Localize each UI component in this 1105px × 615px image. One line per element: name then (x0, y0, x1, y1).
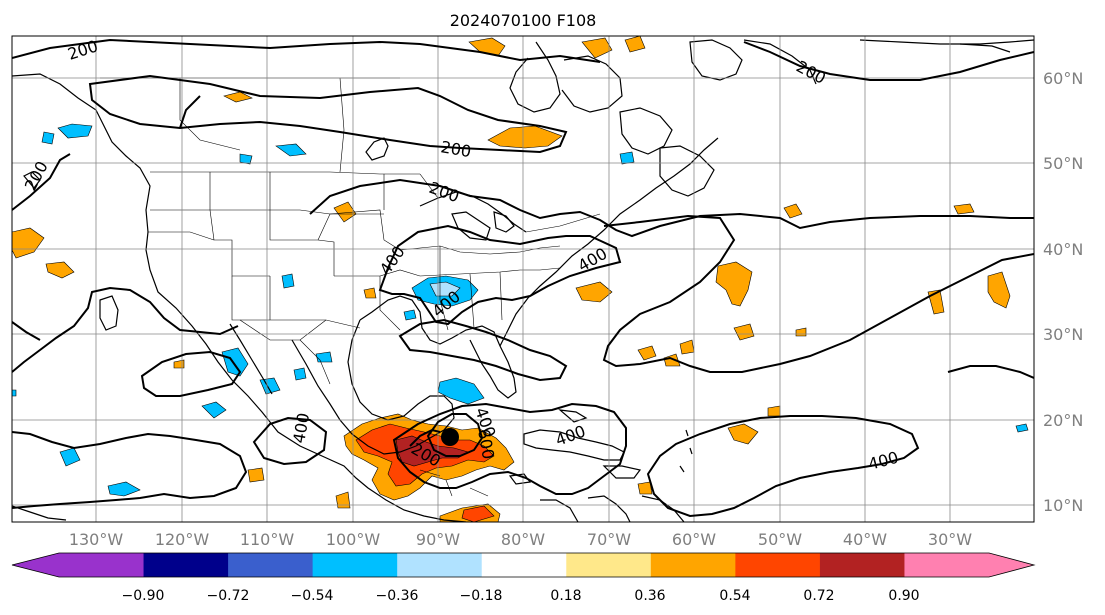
colorbar-bin (397, 553, 483, 577)
lon-label: 110°W (240, 530, 295, 549)
lon-label: 70°W (587, 530, 631, 549)
colorbar-tick-label: −0.72 (207, 588, 250, 604)
colorbar-outline (11, 552, 1036, 578)
lon-label: 30°W (928, 530, 972, 549)
longitude-labels: 130°W 120°W 110°W 100°W 90°W 80°W 70°W 6… (69, 530, 972, 549)
colorbar-tick-label: −0.18 (460, 588, 503, 604)
lon-label: 40°W (843, 530, 887, 549)
colorbar-tick-label: 0.54 (719, 588, 750, 604)
lon-label: 50°W (758, 530, 802, 549)
colorbar-tick-label: 0.18 (550, 588, 581, 604)
storm-anomaly-cluster (343, 413, 515, 522)
lon-label: 120°W (155, 530, 210, 549)
colorbar-bin (650, 553, 736, 577)
colorbar-tick-label: 0.72 (803, 588, 834, 604)
lat-label: 20°N (1043, 411, 1083, 430)
colorbar (11, 552, 1036, 578)
lat-label: 60°N (1043, 69, 1083, 88)
map-frame (11, 35, 1035, 523)
latitude-labels: 60°N 50°N 40°N 30°N 20°N 10°N (1043, 69, 1083, 515)
colorbar-tick-label: 0.36 (634, 588, 665, 604)
lon-label: 90°W (416, 530, 460, 549)
lon-label: 100°W (326, 530, 381, 549)
colorbar-bin (481, 553, 567, 577)
colorbar-tick-label: 0.90 (888, 588, 919, 604)
colorbar-tick-label: −0.36 (376, 588, 419, 604)
colorbar-bin (566, 553, 652, 577)
lat-label: 50°N (1043, 154, 1083, 173)
lat-label: 40°N (1043, 240, 1083, 259)
colorbar-tick-label: −0.90 (122, 588, 165, 604)
colorbar-bin (735, 553, 821, 577)
colorbar-bin (228, 553, 314, 577)
colorbar-bin (819, 553, 905, 577)
colorbar-under-extension (12, 553, 59, 577)
storm-center-marker (441, 428, 459, 446)
map-layers: 200 200 200 200 200 400 400 400 400 400 … (12, 36, 1034, 522)
height-contours (12, 38, 1034, 518)
colorbar-bin (59, 553, 145, 577)
colorbar-bin (312, 553, 398, 577)
colorbar-bin (143, 553, 229, 577)
colorbar-bin (904, 553, 990, 577)
lon-label: 60°W (672, 530, 716, 549)
lon-label: 130°W (69, 530, 124, 549)
lat-label: 30°N (1043, 325, 1083, 344)
positive-anomaly-regions (12, 36, 1011, 522)
lat-label: 10°N (1043, 496, 1083, 515)
lon-label: 80°W (501, 530, 545, 549)
colorbar-over-extension (989, 553, 1034, 577)
colorbar-tick-labels: −0.90 −0.72 −0.54 −0.36 −0.18 0.18 0.36 … (122, 588, 920, 604)
negative-anomaly-regions (12, 123, 1029, 497)
colorbar-tick-label: −0.54 (291, 588, 334, 604)
map-title: 2024070100 F108 (450, 11, 597, 30)
gridlines (12, 36, 1034, 522)
